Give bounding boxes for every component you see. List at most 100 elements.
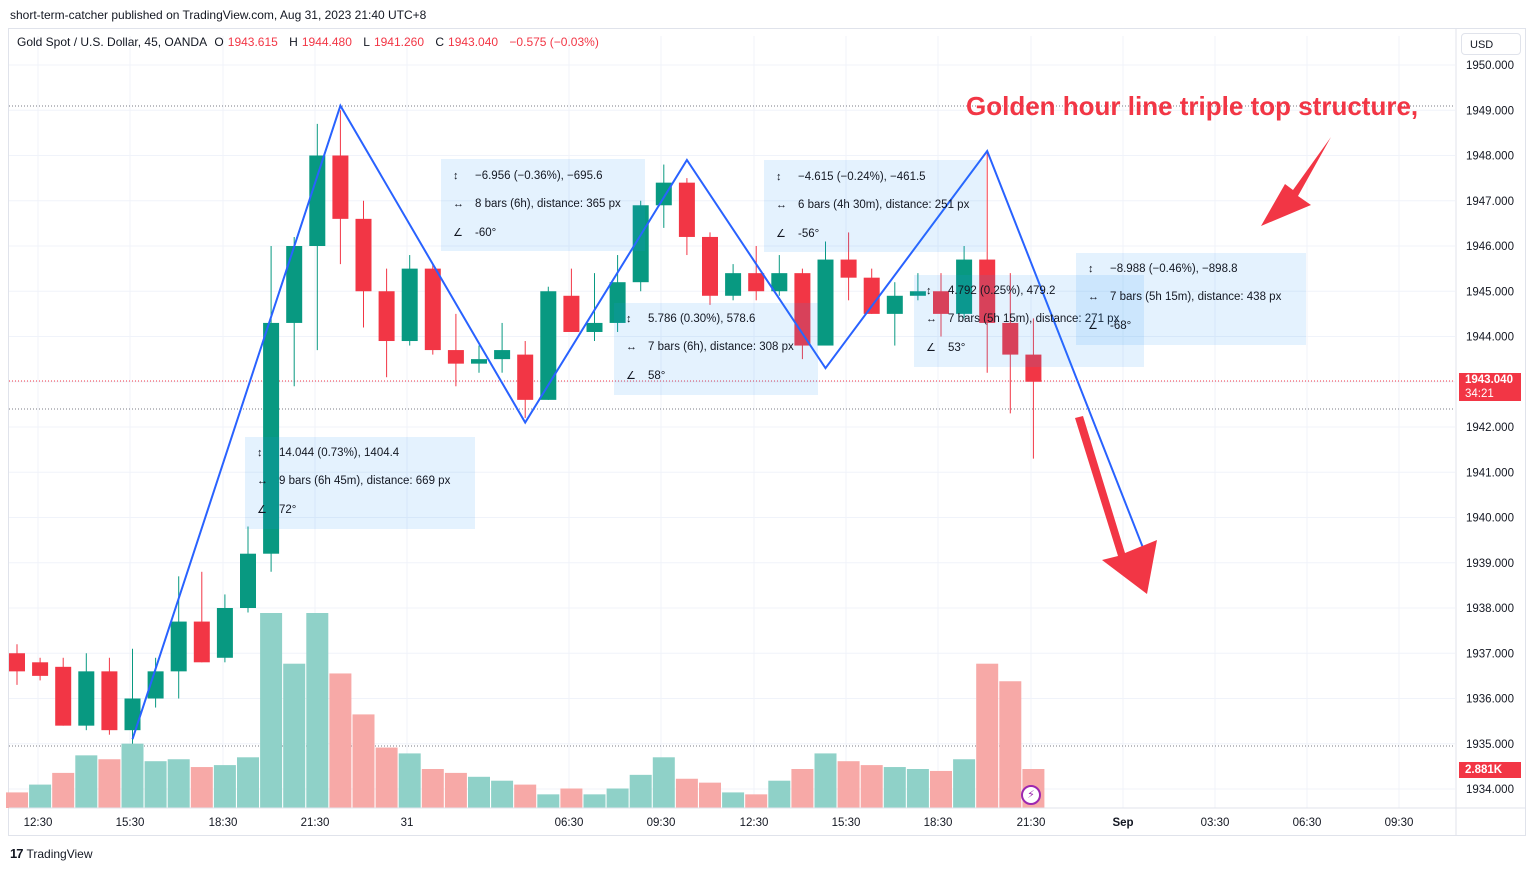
candles [9,110,1042,744]
volume-bar [768,780,791,808]
price-tick-label: 1948.000 [1466,151,1514,163]
candle-body [655,182,672,206]
volume-bar [444,772,467,808]
candle-body [678,182,695,237]
time-tick-label: 06:30 [555,817,584,829]
footer-brand[interactable]: 17 TradingView [10,846,93,861]
measure-box-6[interactable]: ↕ −8.988 (−0.46%), −898.8 ↔ 7 bars (5h 15m… [1076,253,1306,345]
bar-countdown: 34:21 [1465,388,1494,400]
volume-bar [537,794,560,808]
price-axis: 1934.000 1935.000 1936.000 1937.000 1938.000… [1455,28,1514,836]
volume-bar [375,747,398,808]
candle-body [979,259,996,323]
bars-range-icon: ↔ [453,198,464,210]
volume-bar [167,759,190,808]
bars-range-icon: ↔ [1088,291,1099,303]
measure-box-2[interactable]: ↕ −6.956 (−0.36%), −695.6 ↔ 8 bars (6h), d… [441,159,645,251]
candle-body [840,259,857,278]
volume-bar [606,788,629,808]
top-bar: short-term-catcher published on TradingV… [0,0,1534,28]
time-tick-label: Sep [1112,817,1133,829]
measure-price: 5.786 (0.30%), 578.6 [648,313,756,325]
time-tick-label: 18:30 [924,817,953,829]
legend-open-value: 1943.615 [227,35,278,49]
time-axis: 12:30 15:30 18:30 21:30 31 06:30 09:30 12:30 15:… [9,807,1526,829]
price-range-icon: ↕ [776,171,782,183]
candle-body [32,662,49,676]
volume-bar [329,673,352,808]
price-tick-label: 1938.000 [1466,603,1514,615]
measure-price: 14.044 (0.73%), 1404.4 [279,447,400,459]
currency-selector[interactable]: USD [1461,33,1521,55]
price-tick-label: 1934.000 [1466,784,1514,796]
measure-price: −6.956 (−0.36%), −695.6 [475,170,603,182]
volume-bar [283,663,306,808]
measure-box-4[interactable]: ↕ −4.615 (−0.24%), −461.5 ↔ 6 bars (4h 30m… [764,160,986,252]
annotation-arrows [1075,137,1331,594]
symbol-legend[interactable]: Gold Spot / U.S. Dollar, 45, OANDA O 1943… [17,35,603,49]
measure-box-1[interactable]: ↕ 14.044 (0.73%), 1404.4 ↔ 9 bars (6h 45m)… [245,437,475,529]
time-tick-label: 09:30 [647,817,676,829]
angle-icon: ∠ [926,342,936,354]
time-tick-label: 09:30 [1385,817,1414,829]
volume-bar [860,765,883,808]
candle-body [424,268,441,351]
time-tick-label: 12:30 [740,817,769,829]
candle-body [471,359,487,364]
time-tick-label: 03:30 [1201,817,1230,829]
volume-bar [953,759,976,808]
volume-bar [468,776,490,808]
bars-range-icon: ↔ [926,313,937,325]
time-tick-label: 15:30 [116,817,145,829]
volume-bar [745,794,768,808]
measure-box-5[interactable]: ↕ 4.792 (0.25%), 479.2 ↔ 7 bars (5h 15m), … [914,275,1144,367]
measure-bars: 9 bars (6h 45m), distance: 669 px [279,475,451,487]
volume-bar [260,613,283,808]
price-tick-label: 1946.000 [1466,241,1514,253]
price-tick-label: 1942.000 [1466,422,1514,434]
zigzag-line [131,103,1150,740]
arrow-annotation-lower [1075,416,1157,594]
legend-change: −0.575 (−0.03%) [509,35,599,49]
legend-open-label: O [214,35,224,49]
candle-body [863,277,880,314]
measure-price: −4.615 (−0.24%), −461.5 [798,171,926,183]
bars-range-icon: ↔ [257,475,268,487]
lightning-icon[interactable]: ⚡ [1021,785,1041,805]
measure-angle: -68° [1110,320,1132,332]
candle-body [1025,354,1042,382]
candle-body [817,259,834,346]
candle-body [193,621,210,663]
time-tick-label: 15:30 [832,817,861,829]
measure-box-3[interactable]: ↕ 5.786 (0.30%), 578.6 ↔ 7 bars (6h), dist… [614,303,818,395]
annotation-text[interactable]: Golden hour line triple top structure, [966,91,1419,121]
angle-icon: ∠ [453,227,463,239]
candle-body [447,350,464,364]
volume-bar [629,774,652,808]
candle-body [1002,322,1019,355]
volume-bar [213,765,236,808]
price-tick-label: 1936.000 [1466,694,1514,706]
volume-bar [906,769,929,808]
time-tick-label: 31 [401,817,414,829]
volume-bar [352,714,375,808]
candle-body [78,671,95,726]
volume-bar [6,792,28,808]
footer-brand-text: TradingView [26,846,93,861]
candle-body [9,653,25,672]
candle-body [494,350,511,360]
price-tick-label: 1940.000 [1466,513,1514,525]
volume-bar [514,784,537,808]
volume-bar [237,757,259,808]
chart-frame[interactable] [8,28,1526,836]
time-tick-label: 18:30 [209,817,238,829]
legend-symbol: Gold Spot / U.S. Dollar, 45, OANDA [17,35,208,49]
volume-bar [306,613,329,808]
publisher-line: short-term-catcher published on TradingV… [10,8,427,22]
candle-body [263,322,280,554]
candle-body [401,268,418,342]
candle-body [378,291,395,342]
price-tick-label: 1941.000 [1466,467,1514,479]
measure-bars: 8 bars (6h), distance: 365 px [475,198,621,210]
